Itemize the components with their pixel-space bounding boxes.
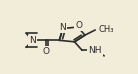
Text: N: N (59, 23, 66, 32)
Text: N: N (29, 36, 36, 45)
Text: CH₃: CH₃ (99, 25, 114, 34)
Text: O: O (75, 21, 82, 30)
Text: O: O (42, 47, 49, 56)
Text: NH: NH (88, 46, 102, 55)
